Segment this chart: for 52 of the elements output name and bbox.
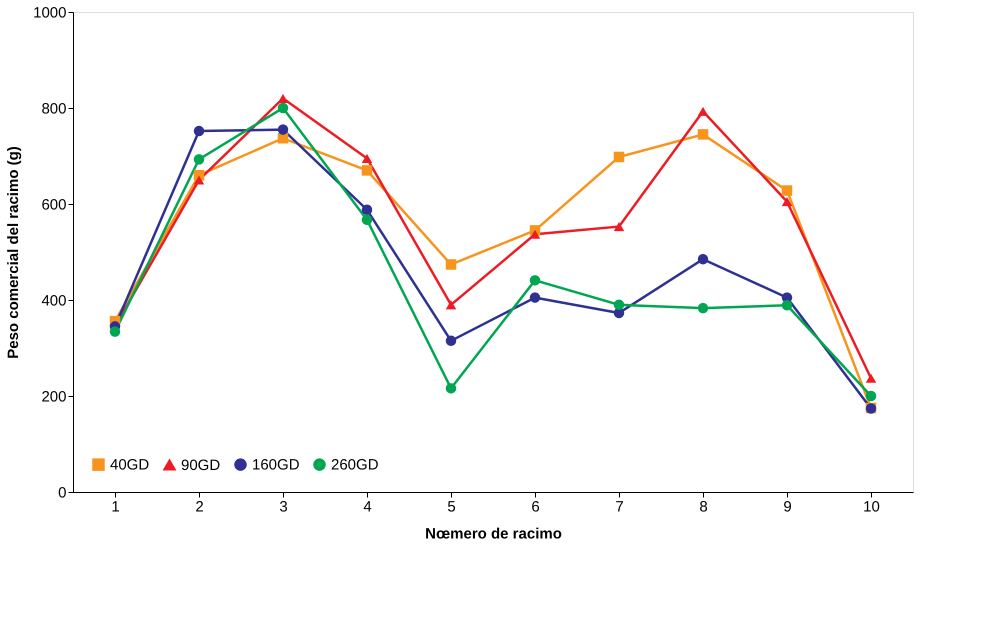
legend-label: 40GD: [110, 456, 150, 474]
point: [362, 154, 372, 163]
point: [446, 383, 456, 394]
point: [278, 102, 288, 114]
x-tick-label: 7: [615, 498, 624, 516]
x-axis-title: Nœmero de racimo: [425, 526, 562, 542]
y-tick-label: 0: [58, 484, 66, 502]
x-tick-label: 10: [863, 498, 880, 516]
legend-label: 260GD: [331, 456, 379, 474]
point: [782, 185, 792, 196]
point: [446, 336, 456, 346]
point: [866, 374, 876, 383]
point: [614, 300, 624, 310]
point: [530, 230, 540, 239]
y-tick-label: 200: [41, 388, 66, 406]
y-tick-label: 400: [41, 292, 66, 310]
y-tick-label: 800: [41, 100, 66, 118]
x-tick-label: 2: [195, 498, 204, 516]
point: [194, 154, 204, 165]
y-axis-title: Peso comercial del racimo (g): [5, 146, 22, 359]
legend-label: 160GD: [252, 456, 300, 474]
point: [194, 175, 204, 185]
x-tick-label: 4: [363, 498, 372, 516]
point: [446, 300, 456, 310]
point: [110, 326, 120, 337]
point: [782, 300, 792, 311]
legend-label: 90GD: [181, 456, 220, 474]
y-tick-label: 1000: [33, 4, 66, 22]
point: [698, 106, 708, 116]
x-tick-label: 8: [699, 498, 708, 516]
point: [278, 94, 288, 103]
x-tick-label: 9: [783, 498, 792, 516]
point: [362, 165, 372, 176]
point: [614, 222, 624, 232]
x-tick-label: 3: [279, 498, 288, 516]
point: [866, 390, 876, 402]
y-tick-label: 600: [41, 196, 66, 214]
point: [194, 126, 204, 136]
point: [698, 302, 708, 314]
point: [782, 197, 792, 206]
point: [698, 254, 708, 264]
point: [530, 292, 540, 303]
point: [614, 152, 624, 162]
point: [698, 129, 708, 140]
x-tick-label: 1: [111, 498, 120, 516]
point: [530, 275, 540, 286]
point: [278, 124, 288, 135]
point: [446, 259, 456, 270]
point: [362, 204, 372, 215]
point: [362, 214, 372, 226]
x-tick-label: 5: [447, 498, 456, 516]
x-tick-label: 6: [531, 498, 540, 516]
